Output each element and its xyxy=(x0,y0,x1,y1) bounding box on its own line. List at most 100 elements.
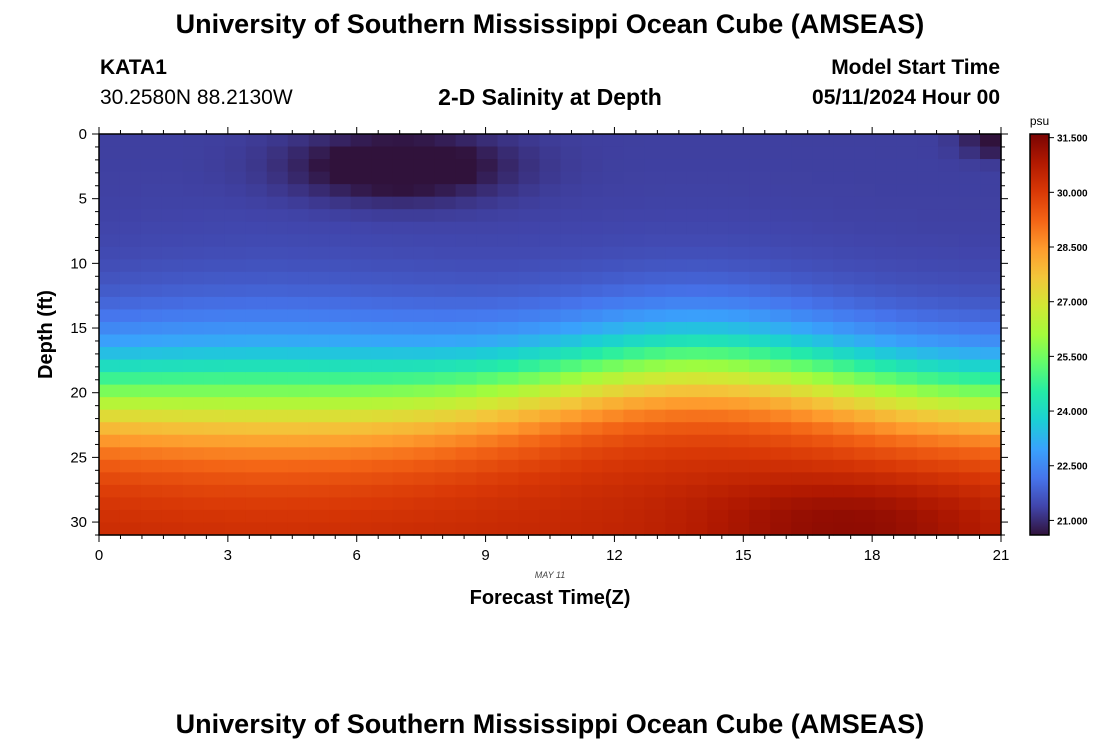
heatmap-cell xyxy=(434,397,457,411)
heatmap-cell xyxy=(119,234,142,248)
heatmap-cell xyxy=(245,397,268,411)
heatmap-cell xyxy=(728,372,750,386)
heatmap-cell xyxy=(182,146,205,160)
heatmap-cell xyxy=(224,246,247,260)
heatmap-cell xyxy=(287,497,310,511)
heatmap-cell xyxy=(875,422,897,436)
heatmap-cell xyxy=(203,447,226,461)
heatmap-cell xyxy=(539,271,562,285)
heatmap-cell xyxy=(119,334,142,348)
heatmap-cell xyxy=(623,447,645,461)
heatmap-cell xyxy=(602,134,625,148)
heatmap-cell xyxy=(245,171,268,185)
heatmap-cell xyxy=(875,472,897,486)
heatmap-cell xyxy=(99,321,121,336)
heatmap-cell xyxy=(434,159,457,173)
heatmap-cell xyxy=(644,409,666,423)
heatmap-cell xyxy=(812,209,834,223)
heatmap-cell xyxy=(581,309,604,323)
heatmap-cell xyxy=(539,146,562,160)
heatmap-cell xyxy=(833,359,855,373)
heatmap-cell xyxy=(812,171,834,185)
heatmap-cell xyxy=(560,309,583,323)
heatmap-cell xyxy=(770,321,792,336)
heatmap-cell xyxy=(560,221,583,235)
heatmap-cell xyxy=(644,397,666,411)
heatmap-cell xyxy=(266,209,289,223)
heatmap-cell xyxy=(392,171,415,185)
heatmap-cell xyxy=(938,334,960,348)
heatmap-cell xyxy=(392,196,415,210)
heatmap-cell xyxy=(749,321,771,336)
heatmap-cell xyxy=(476,434,499,448)
heatmap-cell xyxy=(581,321,604,336)
heatmap-cell xyxy=(476,234,499,248)
heatmap-cell xyxy=(161,209,184,223)
heatmap-cell xyxy=(812,259,834,273)
heatmap-cell xyxy=(371,284,394,298)
heatmap-cell xyxy=(99,134,121,148)
heatmap-cell xyxy=(182,321,205,336)
heatmap-cell xyxy=(266,359,289,373)
heatmap-cell xyxy=(518,347,541,361)
heatmap-cell xyxy=(119,271,142,285)
heatmap-cell xyxy=(770,284,792,298)
heatmap-cell xyxy=(518,484,541,499)
heatmap-cell xyxy=(539,409,562,423)
heatmap-cell xyxy=(875,159,897,173)
heatmap-cell xyxy=(99,184,121,198)
heatmap-cell xyxy=(707,271,729,285)
heatmap-cell xyxy=(707,296,729,311)
heatmap-cell xyxy=(812,221,834,235)
heatmap-cell xyxy=(560,434,583,448)
heatmap-cell xyxy=(560,384,583,398)
heatmap-cell xyxy=(266,321,289,336)
heatmap-cell xyxy=(308,359,331,373)
heatmap-cell xyxy=(980,134,1002,148)
heatmap-cell xyxy=(224,372,247,386)
heatmap-cell xyxy=(350,409,373,423)
heatmap-cell xyxy=(287,284,310,298)
heatmap-cell xyxy=(497,221,520,235)
heatmap-cell xyxy=(602,484,625,499)
heatmap-cell xyxy=(392,459,415,473)
heatmap-cell xyxy=(833,196,855,210)
heatmap-cell xyxy=(539,484,562,499)
heatmap-cell xyxy=(287,384,310,398)
heatmap-cell xyxy=(497,234,520,248)
heatmap-cell xyxy=(833,509,855,524)
heatmap-cell xyxy=(539,334,562,348)
heatmap-cell xyxy=(791,384,813,398)
heatmap-cell xyxy=(791,246,813,260)
heatmap-cell xyxy=(476,171,499,185)
heatmap-cell xyxy=(434,372,457,386)
heatmap-cell xyxy=(266,509,289,524)
heatmap-cell xyxy=(518,159,541,173)
heatmap-cell xyxy=(119,347,142,361)
heatmap-cell xyxy=(140,522,163,536)
heatmap-cell xyxy=(539,347,562,361)
heatmap-cell xyxy=(329,384,352,398)
heatmap-cell xyxy=(791,334,813,348)
heatmap-cell xyxy=(161,422,184,436)
heatmap-cell xyxy=(497,509,520,524)
heatmap-cell xyxy=(980,309,1002,323)
heatmap-cell xyxy=(392,409,415,423)
heatmap-cell xyxy=(140,434,163,448)
heatmap-cell xyxy=(224,296,247,311)
heatmap-cell xyxy=(371,434,394,448)
heatmap-cell xyxy=(854,384,876,398)
heatmap-cell xyxy=(938,309,960,323)
heatmap-cell xyxy=(560,159,583,173)
heatmap-cell xyxy=(161,372,184,386)
heatmap-cell xyxy=(644,372,666,386)
heatmap-cell xyxy=(959,296,981,311)
heatmap-cell xyxy=(644,271,666,285)
heatmap-cell xyxy=(350,372,373,386)
heatmap-cell xyxy=(728,184,750,198)
heatmap-cell xyxy=(644,472,666,486)
heatmap-cell xyxy=(119,171,142,185)
heatmap-cell xyxy=(434,246,457,260)
heatmap-cell xyxy=(875,221,897,235)
heatmap-cell xyxy=(581,259,604,273)
